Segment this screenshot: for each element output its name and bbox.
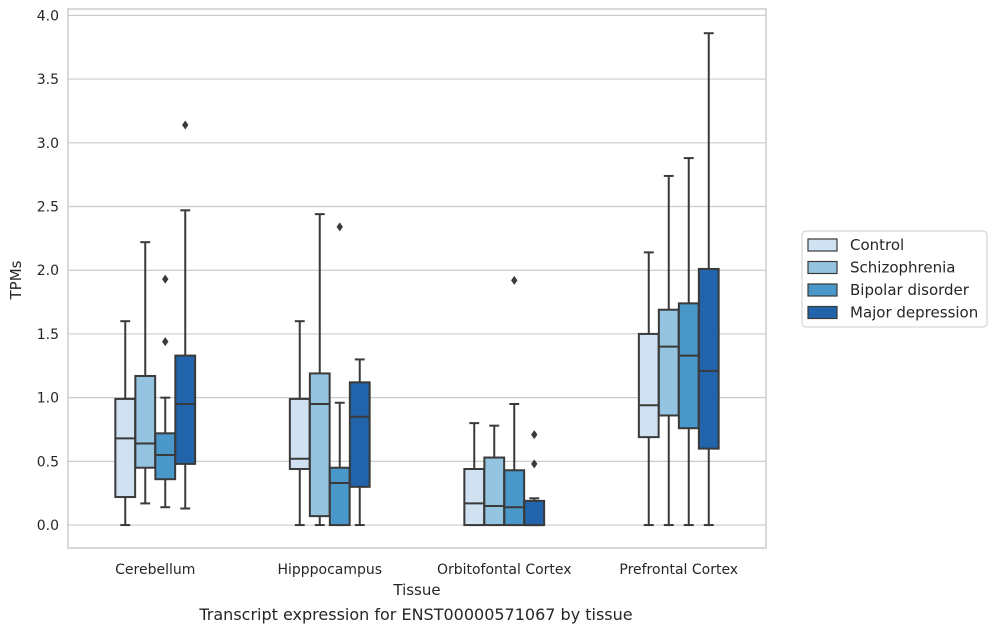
y-tick-label: 1.5 bbox=[37, 327, 59, 343]
box-iqr bbox=[677, 302, 700, 430]
box-iqr bbox=[637, 332, 660, 439]
box-1-3 bbox=[348, 358, 371, 527]
box-iqr bbox=[523, 499, 546, 527]
box-iqr bbox=[174, 354, 197, 465]
x-tick-label: Cerebellum bbox=[115, 562, 195, 578]
outlier-point bbox=[531, 459, 538, 469]
box-iqr bbox=[308, 372, 331, 518]
outlier-point bbox=[531, 430, 538, 440]
y-tick-label: 2.0 bbox=[37, 263, 59, 279]
box-iqr bbox=[463, 467, 486, 527]
x-tick-labels: Cerebellum Hipppocampus Orbitofontal Corte… bbox=[115, 562, 738, 578]
outlier-point bbox=[182, 120, 189, 130]
legend-label: Bipolar disorder bbox=[850, 281, 970, 299]
box-iqr bbox=[154, 432, 177, 481]
legend-swatch bbox=[807, 305, 838, 320]
y-tick-label: 4.0 bbox=[37, 8, 59, 24]
y-tick-label: 3.5 bbox=[37, 72, 59, 88]
y-axis-label: TPMs bbox=[7, 260, 25, 300]
box-0-1 bbox=[134, 241, 157, 505]
legend-frame bbox=[801, 230, 988, 328]
legend-label: Major depression bbox=[850, 304, 978, 322]
x-tick-label: Prefrontal Cortex bbox=[619, 562, 738, 578]
box-0-2 bbox=[154, 274, 177, 509]
outlier-point bbox=[511, 275, 518, 285]
box-1-0 bbox=[288, 320, 311, 527]
x-tick-label: Orbitofontal Cortex bbox=[437, 562, 572, 578]
box-iqr bbox=[697, 267, 720, 450]
boxes bbox=[114, 32, 720, 527]
box-3-1 bbox=[657, 174, 680, 527]
legend-swatch bbox=[807, 283, 838, 297]
y-tick-labels: 0.0 0.5 1.0 1.5 2.0 2.5 3.0 3.5 4.0 bbox=[37, 8, 59, 534]
figure-caption: Transcript expression for ENST0000057106… bbox=[199, 605, 633, 624]
box-iqr bbox=[328, 466, 351, 527]
box-2-2 bbox=[503, 275, 526, 527]
outlier-point bbox=[162, 274, 169, 284]
y-tick-label: 2.5 bbox=[37, 200, 59, 216]
legend-swatch bbox=[807, 238, 838, 252]
box-3-3 bbox=[697, 32, 720, 527]
y-tick-label: 1.0 bbox=[37, 391, 59, 407]
legend-label: Schizophrenia bbox=[850, 259, 955, 277]
y-tick-label: 0.0 bbox=[37, 518, 59, 534]
x-axis-label: Tissue bbox=[392, 581, 440, 599]
outlier-point bbox=[336, 222, 343, 232]
outlier-point bbox=[162, 337, 169, 347]
box-2-0 bbox=[463, 422, 486, 527]
box-3-2 bbox=[677, 157, 700, 527]
legend-label: Control bbox=[850, 236, 904, 254]
box-iqr bbox=[503, 469, 526, 527]
box-0-0 bbox=[114, 320, 137, 527]
legend: Control Schizophrenia Bipolar disorder Majo… bbox=[801, 230, 988, 328]
y-tick-label: 3.0 bbox=[37, 136, 59, 152]
x-tick-label: Hipppocampus bbox=[277, 562, 382, 578]
y-tick-label: 0.5 bbox=[37, 454, 59, 470]
box-iqr bbox=[657, 308, 680, 417]
box-2-3 bbox=[523, 430, 546, 527]
box-iqr bbox=[114, 397, 137, 499]
legend-swatch bbox=[807, 260, 838, 275]
box-0-3 bbox=[174, 120, 197, 510]
box-1-2 bbox=[328, 222, 351, 527]
box-iqr bbox=[483, 456, 506, 527]
box-iqr bbox=[348, 381, 371, 488]
box-2-1 bbox=[483, 424, 506, 527]
box-iqr bbox=[134, 374, 157, 469]
axes-frame bbox=[67, 8, 767, 549]
box-3-0 bbox=[637, 251, 660, 527]
box-1-1 bbox=[308, 213, 331, 527]
